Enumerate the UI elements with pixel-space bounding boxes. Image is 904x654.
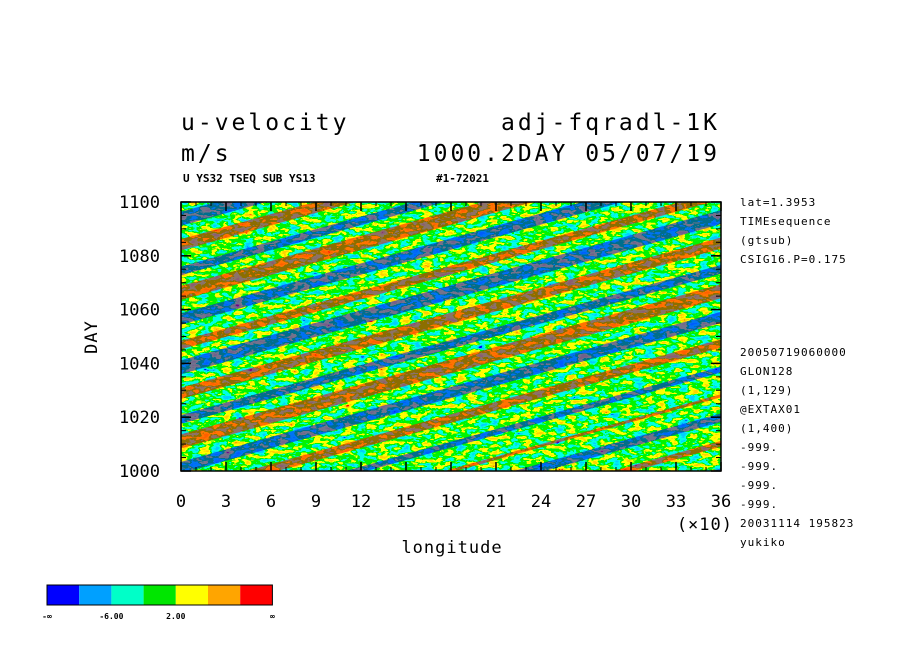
colorbar-label: 2.00 xyxy=(166,612,185,621)
x-tick-label: 36 xyxy=(711,492,731,512)
subtitle-left: U YS32 TSEQ SUB YS13 xyxy=(183,172,315,185)
colorbar-swatch xyxy=(79,585,112,605)
x-tick-label: 18 xyxy=(441,492,461,512)
wave-band xyxy=(181,237,721,399)
wave-band xyxy=(246,339,721,471)
side-info-line: GLON128 xyxy=(740,365,793,378)
side-info-line: CSIG16.P=0.175 xyxy=(740,253,847,266)
wave-band xyxy=(181,202,267,226)
wave-band xyxy=(181,202,534,300)
x-axis: 0 3 6 9 12 15 18 21 24 27 30 33 36 xyxy=(176,202,731,512)
y-axis-label: DAY xyxy=(82,320,102,354)
side-info-line: 20050719060000 xyxy=(740,346,847,359)
x-tick-label: 24 xyxy=(531,492,551,512)
colorbar-swatch xyxy=(111,585,144,605)
colorbar-swatch xyxy=(143,585,176,605)
y-tick-label: 1100 xyxy=(119,193,160,213)
side-info-line: TIMEsequence xyxy=(740,215,831,228)
side-info-line: -999. xyxy=(740,498,778,511)
side-info-line: -999. xyxy=(740,441,778,454)
y-tick-label: 1000 xyxy=(119,462,160,482)
x-tick-label: 6 xyxy=(266,492,276,512)
wave-band xyxy=(181,210,721,375)
wave-band xyxy=(181,264,721,424)
wave-band xyxy=(181,284,721,449)
wave-band xyxy=(181,202,623,325)
side-info-line: lat=1.3953 xyxy=(740,196,816,209)
x-tick-label: 21 xyxy=(486,492,506,512)
x-tick-label: 0 xyxy=(176,492,186,512)
wave-band xyxy=(181,202,356,251)
colorbar-frame xyxy=(46,584,273,606)
y-tick-label: 1040 xyxy=(119,354,160,374)
x-tick-label: 3 xyxy=(221,492,231,512)
x-tick-label: 33 xyxy=(666,492,686,512)
wave-band xyxy=(444,394,721,471)
wave-band xyxy=(181,202,712,350)
colorbar: -∞ -6.00 2.00 ∞ xyxy=(42,584,275,621)
colorbar-swatch xyxy=(208,585,241,605)
side-info-line: (1,400) xyxy=(740,422,793,435)
x-axis-label: longitude xyxy=(401,538,502,558)
subtitle-right: #1-72021 xyxy=(436,172,489,185)
colorbar-label: -6.00 xyxy=(99,612,123,621)
wave-band xyxy=(612,440,721,471)
side-info-panel: lat=1.3953 TIMEsequence (gtsub) CSIG16.P=0.… xyxy=(740,196,854,549)
colorbar-swatch xyxy=(240,585,273,605)
x-tick-label: 12 xyxy=(351,492,371,512)
side-info-line: -999. xyxy=(740,479,778,492)
wave-band xyxy=(345,366,721,471)
heatmap-bands xyxy=(181,0,721,471)
wave-band xyxy=(181,202,445,276)
run-info: 1000.2DAY 05/07/19 xyxy=(417,141,720,167)
colorbar-label: -∞ xyxy=(42,612,52,621)
colorbar-label: ∞ xyxy=(270,612,275,621)
wave-band xyxy=(181,0,721,127)
x-tick-label: 15 xyxy=(396,492,416,512)
side-info-line: (1,129) xyxy=(740,384,793,397)
y-tick-label: 1020 xyxy=(119,408,160,428)
side-info-line: -999. xyxy=(740,460,778,473)
x-tick-label: 27 xyxy=(576,492,596,512)
x-tick-label: 30 xyxy=(621,492,641,512)
chart-title-right: adj-fqradl-1K xyxy=(501,110,720,136)
x-tick-label: 9 xyxy=(311,492,321,512)
y-tick-label: 1060 xyxy=(119,301,160,321)
colorbar-swatch xyxy=(175,585,208,605)
side-info-line: yukiko xyxy=(740,536,786,549)
side-info-line: @EXTAX01 xyxy=(740,403,801,416)
side-info-line: 20031114 195823 xyxy=(740,517,854,530)
units-label: m/s xyxy=(181,141,232,167)
wave-band xyxy=(513,413,721,471)
colorbar-swatch xyxy=(47,585,80,605)
wave-band xyxy=(181,311,721,471)
heatmap-field xyxy=(181,0,721,471)
side-info-line: (gtsub) xyxy=(740,234,793,247)
chart-title-left: u-velocity xyxy=(181,110,349,136)
y-tick-label: 1080 xyxy=(119,247,160,267)
y-axis: 1000 1020 1040 1060 1080 1100 xyxy=(119,193,721,482)
x-multiplier: (×10) xyxy=(677,515,733,535)
